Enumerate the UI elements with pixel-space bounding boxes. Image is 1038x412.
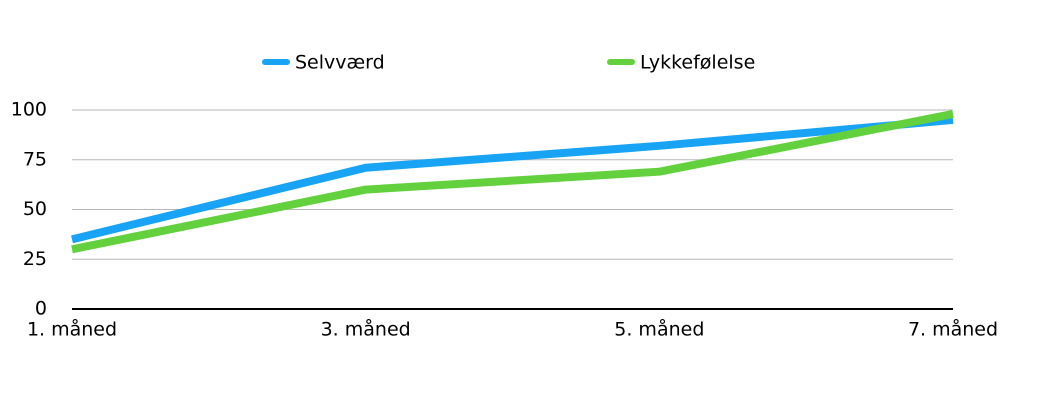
y-tick-label: 100	[11, 99, 47, 121]
y-tick-label: 25	[23, 248, 47, 270]
y-tick-label: 0	[35, 298, 47, 320]
legend-label: Selvværd	[295, 52, 385, 74]
series-line	[71, 110, 954, 254]
x-tick-label: 1. måned	[27, 318, 117, 341]
x-tick-label: 5. måned	[614, 318, 704, 341]
y-tick-label: 75	[23, 148, 47, 170]
x-tick-label: 7. måned	[908, 318, 998, 341]
series-line	[71, 115, 954, 244]
y-tick-label: 50	[23, 198, 47, 220]
legend-label: Lykkefølelse	[640, 52, 755, 74]
x-tick-label: 3. måned	[321, 318, 411, 341]
